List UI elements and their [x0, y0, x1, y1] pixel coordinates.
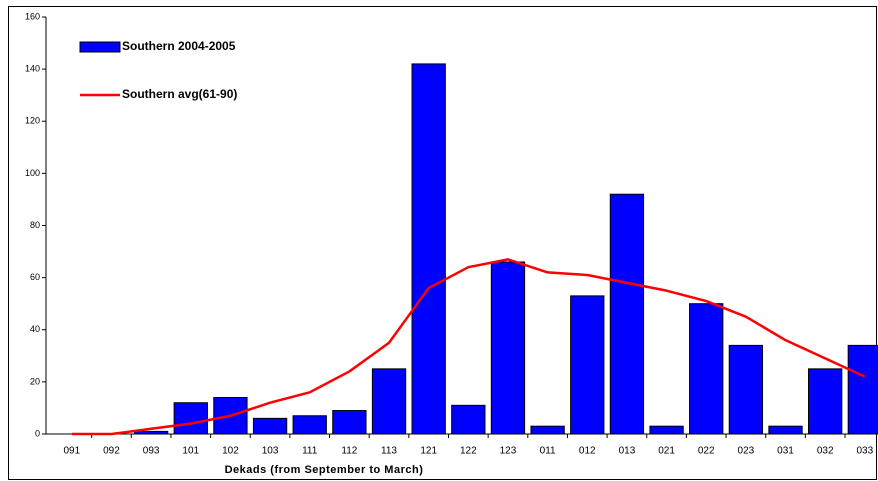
bar — [292, 415, 327, 435]
y-tick-label: 160 — [25, 11, 40, 21]
y-tick-label: 80 — [30, 220, 40, 230]
x-tick-label: 092 — [103, 446, 120, 457]
bar — [133, 430, 169, 435]
y-tick-label: 60 — [30, 272, 40, 282]
y-tick-label: 20 — [30, 376, 40, 386]
legend-label: Southern 2004-2005 — [122, 39, 236, 53]
legend-label: Southern avg(61-90) — [122, 87, 237, 101]
bar — [451, 404, 486, 435]
x-tick-label: 102 — [222, 446, 239, 457]
x-tick-label: 013 — [619, 446, 636, 457]
x-tick-label: 093 — [143, 446, 160, 457]
y-tick-label: 0 — [35, 428, 40, 438]
bar — [768, 425, 803, 435]
x-tick-label: 122 — [460, 446, 477, 457]
y-tick-label: 120 — [25, 116, 40, 126]
bar — [689, 303, 724, 435]
bar — [490, 261, 526, 435]
bar — [847, 344, 878, 435]
x-tick-label: 031 — [777, 446, 794, 457]
x-tick-label: 011 — [540, 446, 556, 457]
bar — [649, 425, 684, 435]
bar — [570, 295, 605, 435]
x-tick-label: 121 — [420, 446, 437, 457]
x-tick-label: 101 — [182, 446, 199, 457]
x-tick-label: 091 — [63, 446, 80, 457]
bar — [252, 417, 288, 435]
x-tick-label: 012 — [579, 446, 596, 457]
x-tick-label: 021 — [658, 446, 675, 457]
x-tick-label: 113 — [381, 446, 397, 457]
x-tick-label: 023 — [738, 446, 755, 457]
bar — [808, 368, 843, 435]
x-axis-label: Dekads (from September to March) — [225, 464, 424, 476]
x-tick-label: 022 — [698, 446, 715, 457]
bar — [173, 402, 208, 435]
chart-frame — [8, 6, 877, 480]
bar — [609, 193, 645, 435]
y-tick-label: 140 — [25, 64, 40, 74]
x-tick-label: 033 — [856, 446, 873, 457]
bar — [530, 425, 565, 435]
x-tick-label: 111 — [302, 446, 318, 457]
x-tick-label: 123 — [500, 446, 517, 457]
legend-swatch — [79, 41, 121, 53]
bar — [371, 368, 407, 435]
x-tick-label: 103 — [262, 446, 279, 457]
y-tick-label: 100 — [25, 168, 40, 178]
x-tick-label: 112 — [341, 446, 357, 457]
line — [71, 258, 866, 436]
bar — [332, 410, 367, 435]
y-tick-label: 40 — [30, 324, 40, 334]
bar — [411, 63, 446, 435]
bar — [728, 344, 764, 435]
x-tick-label: 032 — [817, 446, 834, 457]
